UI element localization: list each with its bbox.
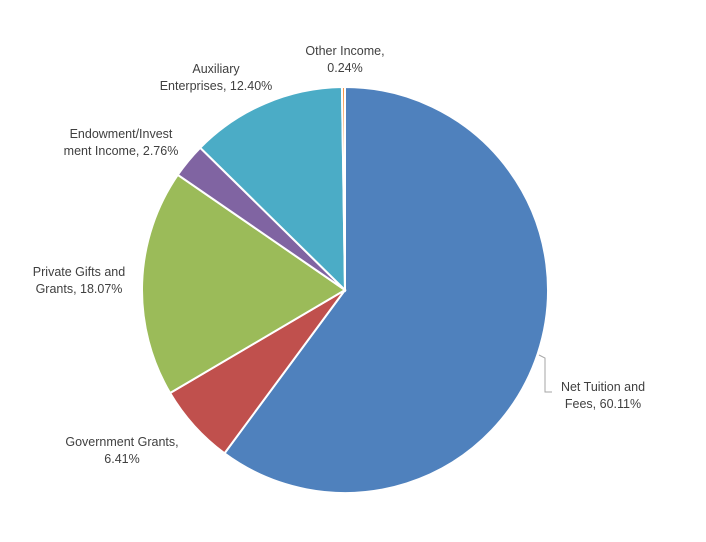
data-label-line: 6.41%: [104, 452, 139, 466]
pie-slice-auxiliary: [198, 86, 347, 293]
data-label-line: ment Income, 2.76%: [64, 144, 179, 158]
leader-line-net-tuition: [538, 354, 552, 393]
data-label-line: Grants, 18.07%: [36, 282, 123, 296]
data-label-line: Fees, 60.11%: [565, 397, 641, 411]
data-label-government-grants: Government Grants, 6.41%: [65, 435, 178, 466]
data-label-line: 0.24%: [327, 61, 362, 75]
data-label-line: Endowment/Invest: [70, 127, 173, 141]
data-label-line: Private Gifts and: [33, 265, 125, 279]
data-label-line: Government Grants,: [65, 435, 178, 449]
pie-slice-other-income: [340, 85, 346, 291]
data-label-line: Other Income,: [305, 44, 384, 58]
pie-slices: [141, 85, 549, 494]
data-label-other-income: Other Income, 0.24%: [305, 44, 384, 75]
data-label-endowment-invest: Endowment/Invest ment Income, 2.76%: [64, 127, 179, 158]
data-label-line: Net Tuition and: [561, 380, 645, 394]
data-label-net-tuition-and: Net Tuition and Fees, 60.11%: [561, 380, 645, 411]
data-label-line: Auxiliary: [192, 62, 240, 76]
data-labels: Net Tuition and Fees, 60.11% Government Gr…: [33, 44, 645, 466]
leader-lines: [538, 354, 552, 393]
data-label-auxiliary: Auxiliary Enterprises, 12.40%: [160, 62, 273, 93]
data-label-private-gifts-and: Private Gifts and Grants, 18.07%: [33, 265, 125, 296]
pie-slice-private-gifts-and: [141, 173, 347, 395]
pie-slice-net-tuition-and: [223, 85, 549, 494]
data-label-line: Enterprises, 12.40%: [160, 79, 273, 93]
